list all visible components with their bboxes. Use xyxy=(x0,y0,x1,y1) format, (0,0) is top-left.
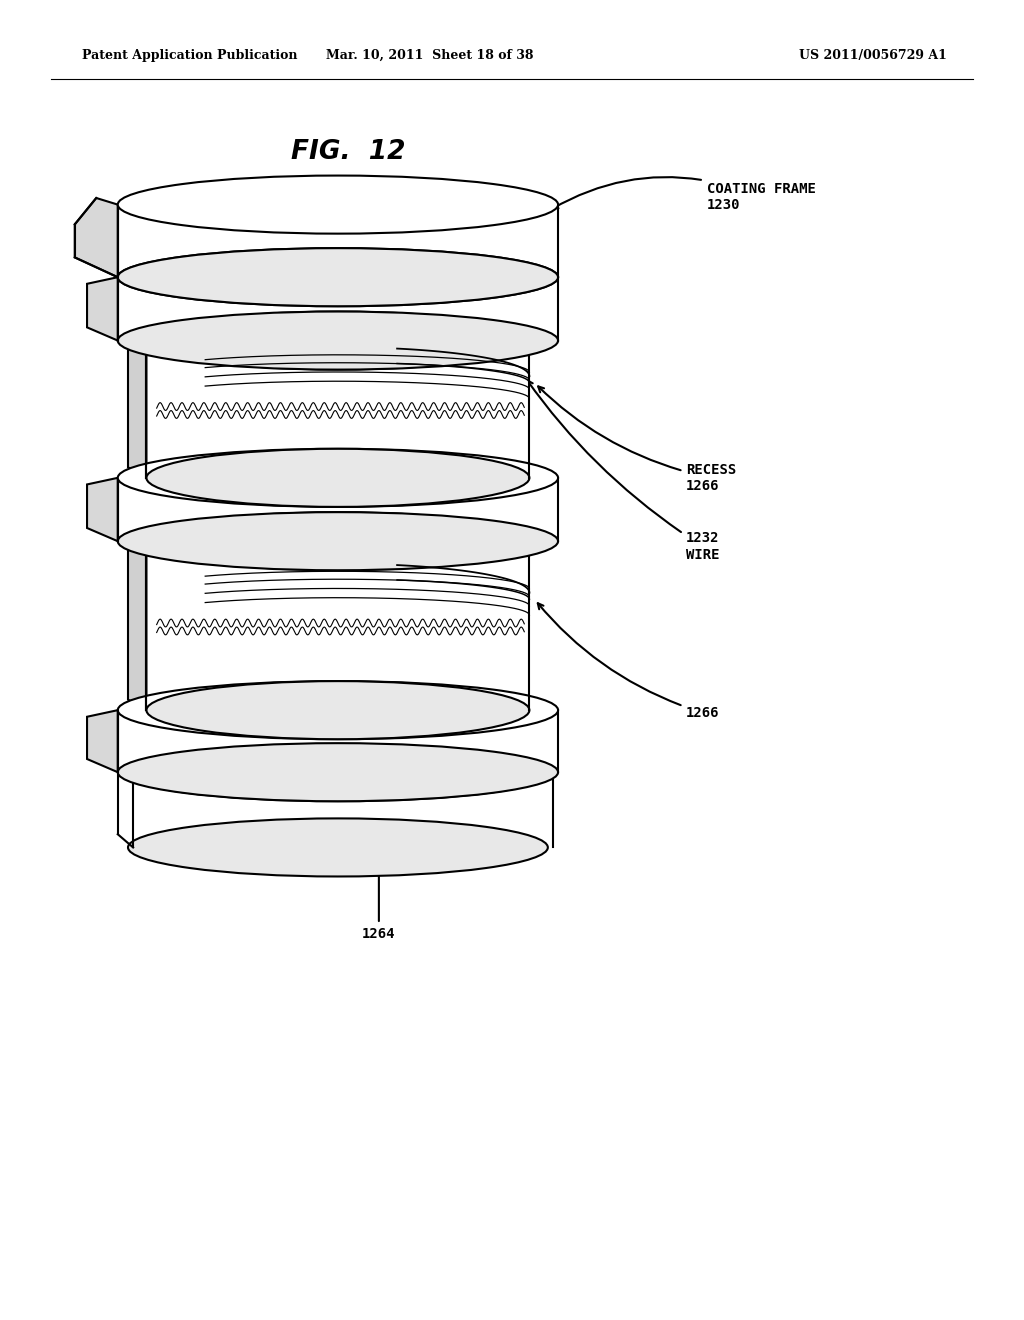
Polygon shape xyxy=(87,277,118,341)
Polygon shape xyxy=(146,341,529,478)
Ellipse shape xyxy=(123,743,553,801)
Ellipse shape xyxy=(146,449,529,507)
Polygon shape xyxy=(146,541,529,710)
Ellipse shape xyxy=(146,681,529,739)
Text: RECESS
1266: RECESS 1266 xyxy=(539,387,736,492)
Polygon shape xyxy=(75,198,118,277)
Ellipse shape xyxy=(146,312,529,370)
Ellipse shape xyxy=(118,176,558,234)
Text: Mar. 10, 2011  Sheet 18 of 38: Mar. 10, 2011 Sheet 18 of 38 xyxy=(327,49,534,62)
Polygon shape xyxy=(118,478,558,541)
Text: 1266: 1266 xyxy=(538,603,720,719)
Polygon shape xyxy=(128,541,146,710)
Polygon shape xyxy=(133,772,553,847)
Ellipse shape xyxy=(146,512,529,570)
Ellipse shape xyxy=(118,512,558,570)
Ellipse shape xyxy=(118,248,558,306)
Polygon shape xyxy=(87,478,118,541)
Text: FIG.  12: FIG. 12 xyxy=(291,139,406,165)
Polygon shape xyxy=(118,205,558,277)
Ellipse shape xyxy=(128,818,548,876)
Polygon shape xyxy=(118,710,558,772)
Text: 1264: 1264 xyxy=(362,846,395,941)
Polygon shape xyxy=(87,710,118,772)
Polygon shape xyxy=(118,277,558,341)
Text: 1232
WIRE: 1232 WIRE xyxy=(527,380,720,561)
Ellipse shape xyxy=(118,681,558,739)
Ellipse shape xyxy=(118,743,558,801)
Text: COATING FRAME
1230: COATING FRAME 1230 xyxy=(552,177,815,213)
Ellipse shape xyxy=(118,312,558,370)
Text: Patent Application Publication: Patent Application Publication xyxy=(82,49,297,62)
Ellipse shape xyxy=(118,248,558,306)
Polygon shape xyxy=(128,341,146,478)
Ellipse shape xyxy=(118,449,558,507)
Text: US 2011/0056729 A1: US 2011/0056729 A1 xyxy=(799,49,946,62)
